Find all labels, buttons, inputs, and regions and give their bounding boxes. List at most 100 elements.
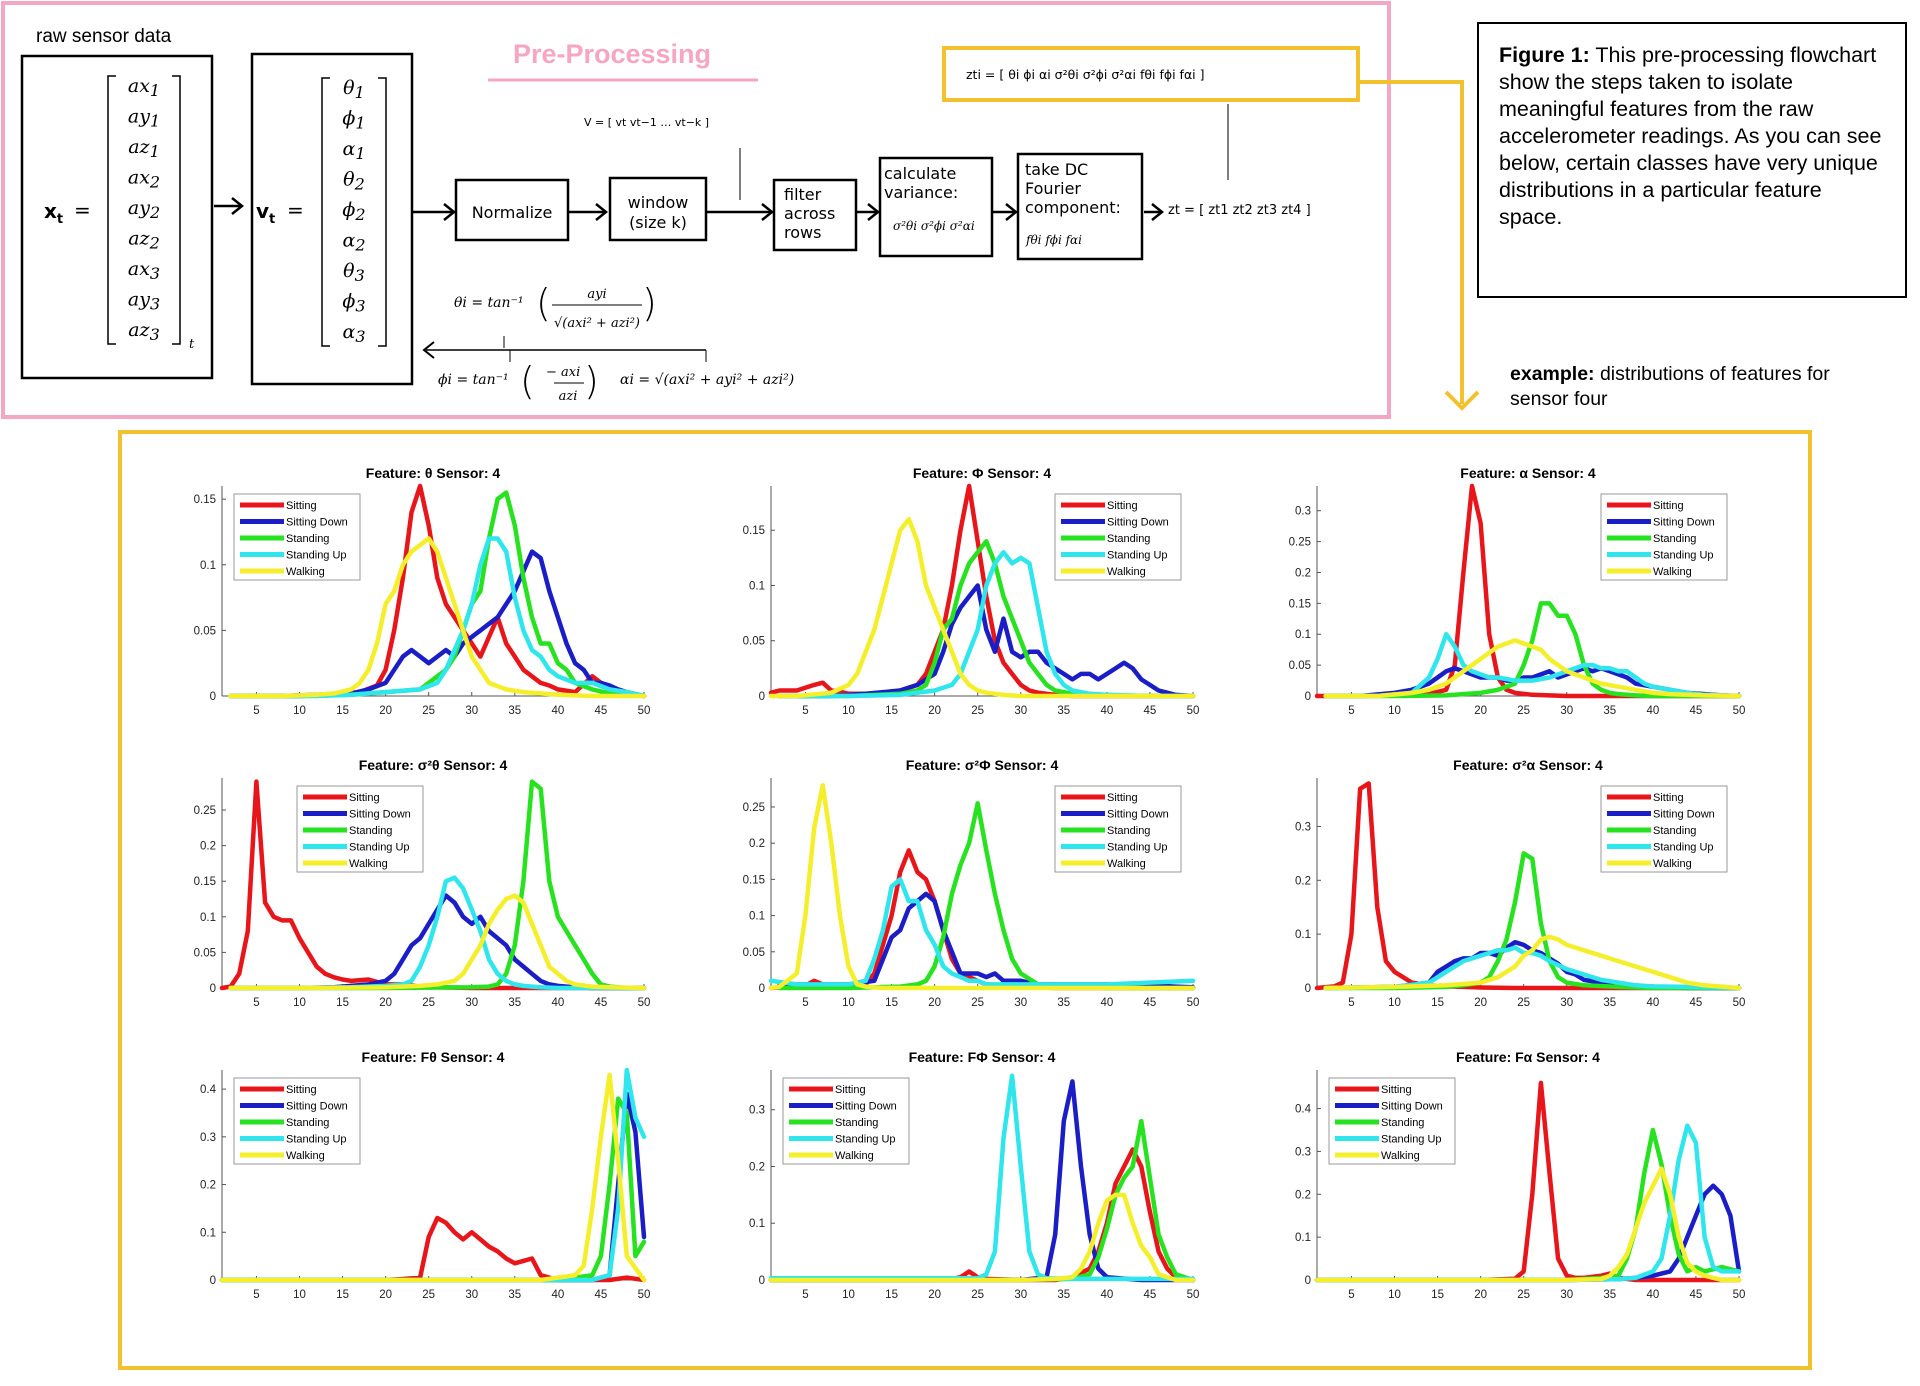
dc-step-line1: take DC <box>1025 160 1088 179</box>
x-vector-entry-8: ay3 <box>128 289 160 314</box>
normalize-step-box <box>454 178 570 242</box>
chart-title: Feature: σ²Φ Sensor: 4 <box>906 757 1059 773</box>
v-vector-right-bracket <box>378 77 387 347</box>
v-vector-equals: = <box>287 198 304 222</box>
x-tick-label: 50 <box>638 997 651 1009</box>
chart-4: Feature: σ²θ Sensor: 4 5 10 15 20 25 30 35 40 45 5… <box>194 757 651 1009</box>
y-tick-label: 0.05 <box>194 947 216 959</box>
arrow-v-to-normalize-head <box>443 203 457 221</box>
x-vector-right-bracket <box>172 75 181 345</box>
x-tick-label: 40 <box>551 1289 564 1301</box>
variance-step-line1: calculate <box>884 164 956 183</box>
x-tick-label: 35 <box>1057 997 1070 1009</box>
legend-label: Walking <box>1653 566 1692 578</box>
y-tick-label: 0.15 <box>194 876 216 888</box>
x-tick-label: 35 <box>508 1289 521 1301</box>
y-tick-label: 0.3 <box>1295 821 1311 833</box>
legend-label: Standing <box>286 1117 329 1129</box>
legend-label: Walking <box>1107 566 1146 578</box>
chart-3: Feature: α Sensor: 4 5 10 15 20 25 30 35 40 45 50 0… <box>1289 465 1746 717</box>
theta-equation-paren-right: ) <box>642 281 657 325</box>
legend-label: Sitting Down <box>1653 809 1715 821</box>
variance-step-box <box>878 156 994 258</box>
v-vector-entry-3: α1 <box>342 138 365 163</box>
chart-8: Feature: FΦ Sensor: 4 5 10 15 20 25 30 35 40 45 50… <box>749 1049 1199 1301</box>
x-tick-label: 25 <box>1517 705 1530 717</box>
preprocessing-title: Pre-Processing <box>513 39 711 69</box>
x-tick-label: 50 <box>638 1289 651 1301</box>
x-tick-label: 40 <box>551 997 564 1009</box>
chart-legend: Sitting Sitting Down Standing Standing Up Wa… <box>1600 785 1728 873</box>
legend-label: Standing <box>1653 825 1696 837</box>
legend-label: Standing <box>835 1117 878 1129</box>
y-tick-label: 0.1 <box>1295 929 1311 941</box>
x-tick-label: 25 <box>971 705 984 717</box>
charts-frame <box>118 430 1812 1370</box>
chart-grid: Feature: θ Sensor: 45 10 15 20 25 30 35 40 45 500… <box>194 465 1746 1301</box>
chart-legend: Sitting Sitting Down Standing Standing Up Wa… <box>1054 785 1182 873</box>
series-line-standing-up <box>777 550 1196 699</box>
series-line-standing <box>228 779 647 991</box>
x-tick-label: 50 <box>638 705 651 717</box>
x-tick-label: 15 <box>1431 705 1444 717</box>
feature-vector-box <box>250 52 414 386</box>
x-tick-label: 5 <box>1348 705 1354 717</box>
chart-legend: Sitting Sitting Down Standing Standing Up Wa… <box>782 1077 910 1165</box>
x-tick-label: 5 <box>802 1289 808 1301</box>
x-tick-label: 45 <box>1690 705 1703 717</box>
x-tick-label: 20 <box>379 705 392 717</box>
legend-label: Standing Up <box>349 842 410 854</box>
x-tick-label: 45 <box>1690 997 1703 1009</box>
chart-title: Feature: θ Sensor: 4 <box>366 465 501 481</box>
chart-6: Feature: σ²α Sensor: 4 5 10 15 20 25 30 35 40 45 5… <box>1295 757 1745 1009</box>
series-line-walking <box>219 1072 647 1283</box>
y-tick-label: 0.1 <box>200 560 216 572</box>
y-tick-label: 0.05 <box>743 636 765 648</box>
arrow-x-to-v-head <box>231 197 245 215</box>
x-tick-label: 50 <box>1187 1289 1200 1301</box>
x-tick-label: 30 <box>1014 705 1027 717</box>
y-tick-label: 0.3 <box>1295 1146 1311 1158</box>
chart-legend: Sitting Sitting Down Standing Standing Up Wa… <box>296 785 424 873</box>
filter-step-line1: filter <box>784 185 822 204</box>
x-tick-label: 25 <box>1517 1289 1530 1301</box>
x-tick-label: 35 <box>1603 997 1616 1009</box>
x-tick-label: 25 <box>971 1289 984 1301</box>
x-tick-label: 50 <box>1187 705 1200 717</box>
series-line-sitting <box>1314 781 1742 991</box>
x-tick-label: 20 <box>1474 705 1487 717</box>
caption-label: Figure 1: <box>1499 43 1590 67</box>
legend-label: Sitting Down <box>286 1101 348 1113</box>
legend-label: Standing <box>1107 825 1150 837</box>
x-tick-label: 15 <box>885 705 898 717</box>
x-tick-label: 10 <box>293 705 306 717</box>
v-vector-entry-5: ϕ2 <box>342 199 365 224</box>
legend-label: Walking <box>286 566 325 578</box>
x-tick-label: 20 <box>1474 1289 1487 1301</box>
example-note: example: distributions of features for s… <box>1510 362 1840 412</box>
x-tick-label: 20 <box>928 997 941 1009</box>
chart-title: Feature: σ²θ Sensor: 4 <box>359 757 508 773</box>
x-tick-label: 45 <box>1144 705 1157 717</box>
x-tick-label: 15 <box>1431 1289 1444 1301</box>
y-tick-label: 0 <box>759 1275 765 1287</box>
x-tick-label: 25 <box>422 1289 435 1301</box>
x-tick-label: 40 <box>1100 997 1113 1009</box>
chart-legend: Sitting Sitting Down Standing Standing Up Wa… <box>1328 1077 1456 1165</box>
chart-title: Feature: α Sensor: 4 <box>1460 465 1596 481</box>
y-tick-label: 0.05 <box>743 947 765 959</box>
legend-box <box>1054 493 1182 581</box>
z-equation: zt = [ zt1 zt2 zt3 zt4 ] <box>1168 203 1311 218</box>
series-line-walking <box>768 516 1196 699</box>
x-tick-label: 20 <box>1474 997 1487 1009</box>
series-line-sitting-down <box>777 891 1196 990</box>
phi-equation-lhs: ϕi = tan⁻¹ <box>438 372 509 388</box>
y-tick-label: 0 <box>210 691 216 703</box>
arrow-normalize-to-window-head <box>595 203 609 221</box>
x-vector-entry-7: ax3 <box>128 258 160 283</box>
x-tick-label: 40 <box>551 705 564 717</box>
v-vector-entry-2: ϕ1 <box>342 108 365 133</box>
x-tick-label: 35 <box>1603 1289 1616 1301</box>
legend-label: Walking <box>1381 1150 1420 1162</box>
raw-sensor-label: raw sensor data <box>36 26 172 47</box>
